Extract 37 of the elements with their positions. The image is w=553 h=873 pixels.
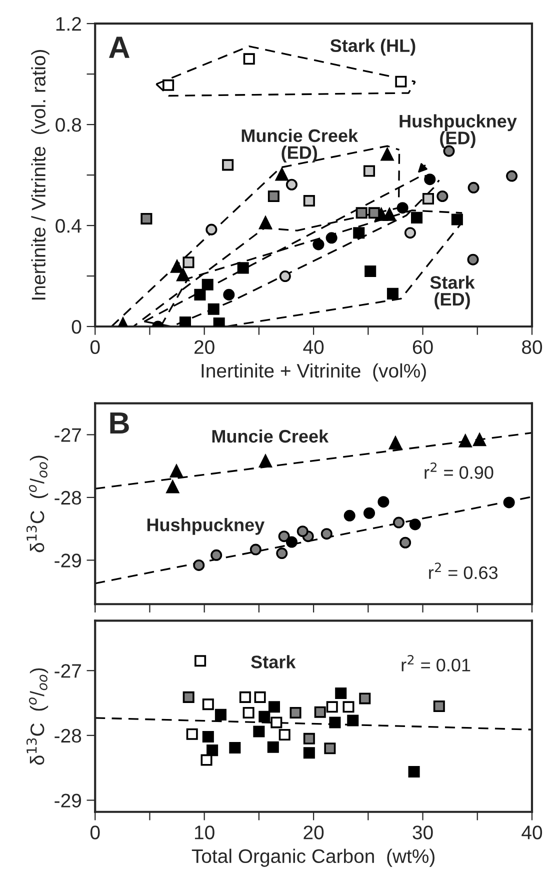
y-tick-label: -28 (54, 728, 82, 743)
annotation: r$^{2}$ = 0.90 (424, 462, 494, 479)
annotation: Muncie Creek (ED) (242, 128, 358, 162)
y-tick-label: 1.2 (56, 17, 81, 31)
y-axis-title: δ$^{13}$C ($^{o}$/$_{oo}$) (26, 668, 48, 765)
y-axis-title: δ$^{13}$C ($^{o}$/$_{oo}$) (26, 456, 48, 552)
x-tick-label: 80 (522, 340, 542, 354)
y-tick-label: 0.8 (56, 118, 82, 132)
y-tick-label: 0 (72, 320, 82, 334)
y-tick-label: -28 (54, 490, 82, 505)
y-tick-label: -29 (54, 554, 82, 568)
x-tick-label: 0 (90, 340, 100, 354)
x-tick-label: 20 (194, 340, 214, 354)
annotation: r$^{2}$ = 0.63 (429, 562, 498, 580)
x-tick-label: 60 (412, 340, 433, 354)
y-tick-label: -29 (54, 794, 82, 808)
annotation: Stark (ED) (430, 276, 475, 310)
annotation: Muncie Creek (212, 429, 329, 443)
chart-title: B (110, 412, 129, 434)
x-tick-label: 30 (412, 826, 433, 840)
x-tick-label: 40 (303, 340, 324, 354)
x-axis-title: Inertinite + Vitrinite (vol%) (202, 363, 426, 382)
y-tick-label: -27 (54, 428, 81, 442)
annotation: Hushpuckney (ED) (400, 114, 517, 148)
x-axis-title: Total Organic Carbon (wt%) (192, 848, 434, 867)
x-tick-label: 40 (522, 826, 542, 840)
annotation: Stark (HL) (330, 38, 416, 56)
x-tick-label: 10 (195, 826, 214, 840)
y-axis-title: Inertinite / Vitrinite (vol. ratio) (31, 50, 50, 300)
x-tick-label: 0 (90, 826, 100, 840)
chart-title: A (108, 36, 130, 58)
x-tick-label: 20 (304, 826, 324, 840)
y-tick-label: -27 (54, 664, 81, 678)
annotation: Hushpuckney (147, 518, 265, 535)
y-tick-label: 0.4 (56, 218, 82, 233)
annotation: r$^{2}$ = 0.01 (402, 655, 470, 672)
annotation: Stark (251, 655, 296, 668)
